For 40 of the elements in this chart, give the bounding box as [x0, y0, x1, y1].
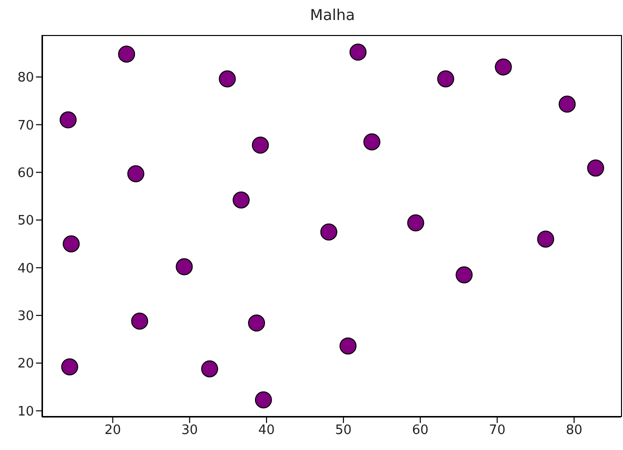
point — [118, 46, 136, 63]
x-tick-label: 60 — [412, 423, 429, 438]
point — [61, 358, 78, 376]
point — [248, 314, 266, 332]
point — [320, 223, 338, 240]
point — [127, 165, 144, 182]
point — [340, 337, 357, 354]
point — [407, 214, 424, 232]
point — [363, 133, 380, 150]
point — [218, 70, 236, 88]
point — [456, 266, 473, 284]
point — [350, 44, 367, 61]
point — [537, 230, 554, 248]
point — [62, 235, 80, 252]
x-tick-label: 30 — [181, 423, 198, 438]
x-tick-label: 40 — [258, 423, 275, 438]
y-tick-label: 40 — [17, 261, 34, 276]
point — [494, 58, 512, 76]
point — [587, 160, 604, 177]
y-tick-label: 10 — [17, 404, 34, 420]
y-tick-label: 80 — [17, 70, 34, 86]
chart-title: Malha — [309, 6, 356, 24]
point — [131, 312, 148, 330]
y-tick-label: 70 — [17, 118, 34, 134]
y-tick-label: 20 — [17, 356, 34, 372]
point — [60, 111, 77, 128]
point — [232, 192, 250, 209]
y-tick-label: 50 — [17, 214, 34, 229]
point — [254, 391, 272, 408]
point — [176, 258, 193, 276]
x-tick-label: 50 — [335, 423, 352, 438]
x-tick-label: 80 — [566, 423, 582, 438]
y-tick-label: 60 — [17, 166, 34, 181]
point — [201, 360, 218, 378]
x-tick-label: 20 — [104, 423, 122, 438]
point — [252, 136, 269, 154]
y-tick-label: 30 — [17, 309, 34, 324]
x-tick-label: 70 — [488, 423, 506, 438]
point — [558, 96, 576, 113]
point — [437, 70, 454, 88]
